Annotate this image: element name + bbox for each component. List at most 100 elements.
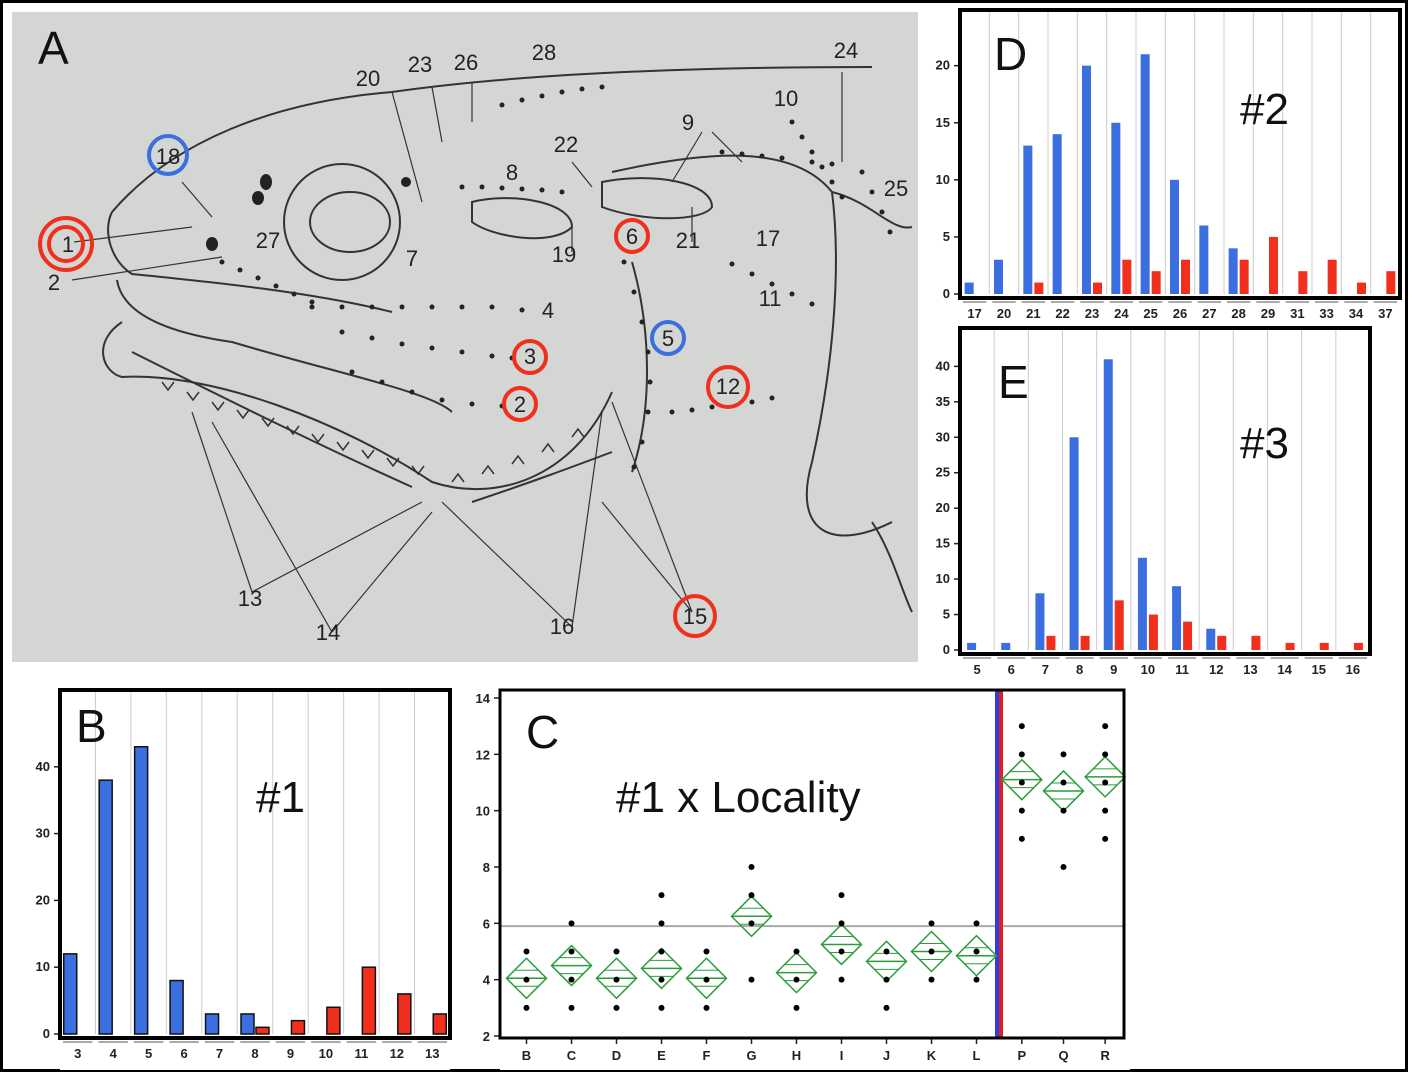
fish-label: 26 xyxy=(454,50,478,75)
bar-red xyxy=(1217,635,1227,650)
fish-label: 3 xyxy=(524,344,536,369)
snout-outline xyxy=(107,211,393,313)
fish-label: 6 xyxy=(626,224,638,249)
fish-label: 1 xyxy=(62,232,74,257)
data-point xyxy=(1060,779,1067,786)
bar-blue xyxy=(62,953,78,1035)
x-tick-label: 10 xyxy=(1141,662,1155,677)
fish-label: 20 xyxy=(356,66,380,91)
data-point xyxy=(883,948,890,955)
x-tick-label: 5 xyxy=(973,662,980,677)
panel-e-letter: E xyxy=(998,356,1029,408)
bar-blue xyxy=(967,642,977,650)
bar-blue xyxy=(133,746,149,1035)
eye-orbit xyxy=(283,163,401,281)
data-point xyxy=(1060,807,1067,814)
x-tick-label: 28 xyxy=(1231,306,1245,321)
bar-blue xyxy=(240,1013,255,1035)
bar-red xyxy=(1034,282,1044,294)
panel-d-border xyxy=(958,8,1402,300)
pore-row-28 xyxy=(499,84,605,108)
data-point xyxy=(703,1004,710,1011)
bar-red xyxy=(1285,642,1295,650)
x-tick-label: 3 xyxy=(74,1046,81,1061)
leader-lines xyxy=(71,72,843,633)
eye-mark xyxy=(401,177,411,187)
data-point xyxy=(793,976,800,983)
data-point xyxy=(1018,723,1025,730)
y-tick-label: 2 xyxy=(483,1029,490,1044)
panel-a-fish-diagram: A xyxy=(12,12,918,662)
x-tick-label: H xyxy=(792,1048,801,1063)
nostril-mark xyxy=(260,174,272,190)
panel-d-letter: D xyxy=(994,28,1027,80)
x-tick-label: 10 xyxy=(319,1046,333,1061)
y-tick-label: 20 xyxy=(36,892,50,907)
panel-c-letter: C xyxy=(526,706,559,758)
data-point xyxy=(568,948,575,955)
y-tick-label: 30 xyxy=(36,826,50,841)
y-tick-label: 14 xyxy=(476,691,491,706)
y-tick-label: 30 xyxy=(936,429,950,444)
fish-label: 13 xyxy=(238,586,262,611)
pore-row-4 xyxy=(309,304,525,313)
panel-a-letter: A xyxy=(38,22,69,74)
data-point xyxy=(658,1004,665,1011)
fish-label: 7 xyxy=(406,246,418,271)
data-point xyxy=(523,948,530,955)
bar-red xyxy=(1319,642,1329,650)
bar-red xyxy=(1181,259,1190,294)
pore-row-8 xyxy=(459,184,565,195)
bar-blue xyxy=(1172,586,1182,650)
x-tick-label: 5 xyxy=(145,1046,152,1061)
bar-red xyxy=(361,966,377,1035)
data-point xyxy=(1018,751,1025,758)
y-tick-label: 10 xyxy=(936,172,950,187)
fish-label: 21 xyxy=(676,228,700,253)
x-tick-label: Q xyxy=(1058,1048,1068,1063)
bar-red xyxy=(1151,271,1161,294)
data-point xyxy=(703,976,710,983)
bar-red xyxy=(432,1013,448,1035)
y-tick-label: 20 xyxy=(936,500,950,515)
fish-label: 22 xyxy=(554,132,578,157)
bar-blue xyxy=(1137,557,1147,650)
panel-e-chart: 0 5 10 15 20 25 30 35 40 5 6 7 8 9 10 11 12 13 14 15 16 E #… xyxy=(936,326,1372,686)
x-tick-label: P xyxy=(1017,1048,1026,1063)
fish-label: 25 xyxy=(884,176,908,201)
data-point xyxy=(838,948,845,955)
data-point xyxy=(658,920,665,927)
red-circle-12 xyxy=(706,365,750,409)
bar-blue xyxy=(1069,437,1079,650)
y-tick-label: 0 xyxy=(43,1026,50,1041)
sensory-canal-21 xyxy=(601,177,714,220)
bar-blue xyxy=(994,259,1003,294)
data-point xyxy=(523,976,530,983)
bar-red xyxy=(1357,282,1366,294)
y-tick-label: 12 xyxy=(476,747,490,762)
bar-red xyxy=(290,1019,306,1035)
bar-blue xyxy=(169,979,184,1035)
fish-label: 19 xyxy=(552,242,576,267)
data-point xyxy=(568,1004,575,1011)
data-point xyxy=(883,1004,890,1011)
bar-red xyxy=(326,1006,341,1035)
data-point xyxy=(1102,751,1109,758)
data-point xyxy=(793,1004,800,1011)
y-tick-label: 35 xyxy=(936,394,950,409)
bar-red xyxy=(1148,614,1158,650)
lower-jaw-outline xyxy=(102,321,613,491)
bar-red xyxy=(1239,259,1249,294)
bar-red xyxy=(1386,271,1396,294)
panel-c-border xyxy=(498,688,1126,1040)
pore-row-9 xyxy=(719,149,835,167)
y-tick-label: 8 xyxy=(483,860,490,875)
bar-red xyxy=(1080,635,1090,650)
data-point xyxy=(838,920,845,927)
data-point xyxy=(838,976,845,983)
x-tick-label: 14 xyxy=(1277,662,1292,677)
panel-e-label: #3 xyxy=(1240,419,1289,468)
bar-blue xyxy=(1082,65,1091,294)
data-point xyxy=(973,976,980,983)
